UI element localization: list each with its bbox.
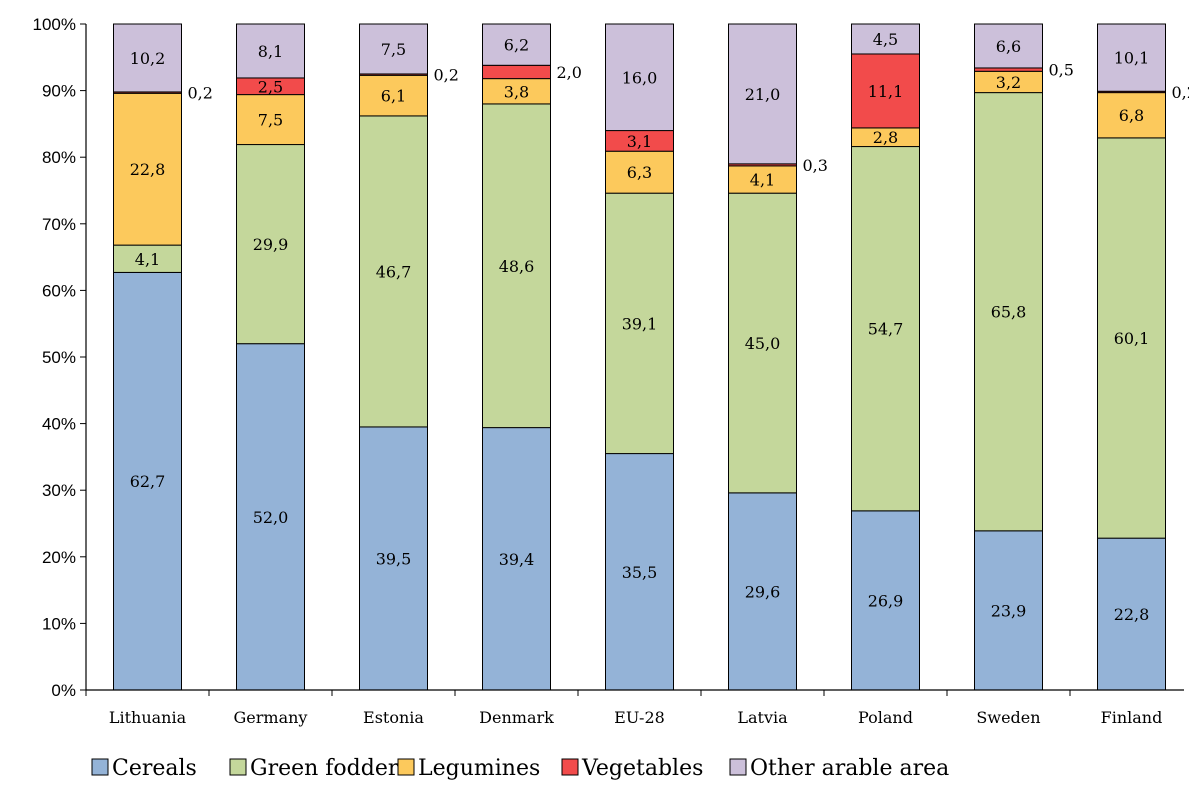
value-label-vegetables-poland: 11,1 (868, 82, 904, 101)
y-tick-label: 30% (42, 481, 76, 500)
value-label-vegetables-latvia: 0,3 (803, 156, 828, 175)
legend-swatch-vegetables (562, 759, 578, 775)
value-label-green-fodder-latvia: 45,0 (745, 334, 781, 353)
value-label-other-arable-area-poland: 4,5 (873, 30, 898, 49)
value-label-green-fodder-sweden: 65,8 (991, 303, 1027, 322)
value-label-green-fodder-estonia: 46,7 (376, 262, 412, 281)
x-tick-label-latvia: Latvia (737, 708, 788, 727)
value-label-cereals-germany: 52,0 (253, 508, 289, 527)
legend-item-green-fodder: Green fodder (230, 756, 399, 781)
legend-item-other-arable-area: Other arable area (730, 756, 949, 781)
value-label-vegetables-eu-28: 3,1 (627, 132, 652, 151)
value-label-legumines-finland: 6,8 (1119, 106, 1144, 125)
y-tick-label: 80% (42, 148, 76, 167)
value-label-legumines-denmark: 3,8 (504, 82, 529, 101)
x-tick-label-denmark: Denmark (479, 708, 554, 727)
value-label-vegetables-lithuania: 0,2 (188, 84, 213, 103)
value-label-vegetables-sweden: 0,5 (1049, 61, 1074, 80)
x-tick-label-eu-28: EU-28 (614, 708, 665, 727)
value-label-other-arable-area-estonia: 7,5 (381, 40, 406, 59)
value-label-other-arable-area-eu-28: 16,0 (622, 68, 658, 87)
y-tick-label: 50% (42, 348, 76, 367)
value-label-cereals-poland: 26,9 (868, 591, 904, 610)
legend-label-legumines: Legumines (418, 756, 540, 781)
value-label-cereals-finland: 22,8 (1114, 605, 1150, 624)
value-label-vegetables-germany: 2,5 (258, 77, 283, 96)
value-label-cereals-latvia: 29,6 (745, 582, 781, 601)
legend-label-other-arable-area: Other arable area (750, 756, 949, 781)
value-label-cereals-eu-28: 35,5 (622, 563, 658, 582)
legend-label-cereals: Cereals (112, 756, 197, 781)
value-label-vegetables-denmark: 2,0 (557, 63, 582, 82)
value-label-legumines-poland: 2,8 (873, 128, 898, 147)
value-label-vegetables-estonia: 0,2 (434, 66, 459, 85)
value-label-cereals-estonia: 39,5 (376, 549, 412, 568)
value-label-legumines-germany: 7,5 (258, 111, 283, 130)
value-label-other-arable-area-finland: 10,1 (1114, 49, 1150, 68)
y-tick-label: 90% (42, 82, 76, 101)
value-label-other-arable-area-denmark: 6,2 (504, 36, 529, 55)
value-label-legumines-estonia: 6,1 (381, 87, 406, 106)
y-tick-label: 10% (42, 614, 76, 633)
y-tick-label: 20% (42, 548, 76, 567)
y-tick-label: 40% (42, 415, 76, 434)
value-label-cereals-denmark: 39,4 (499, 550, 535, 569)
legend-item-legumines: Legumines (398, 756, 540, 781)
value-label-green-fodder-germany: 29,9 (253, 235, 289, 254)
legend-swatch-cereals (92, 759, 108, 775)
value-label-green-fodder-denmark: 48,6 (499, 257, 535, 276)
value-label-legumines-eu-28: 6,3 (627, 163, 652, 182)
value-label-green-fodder-lithuania: 4,1 (135, 250, 160, 269)
x-tick-label-lithuania: Lithuania (109, 708, 187, 727)
value-label-legumines-latvia: 4,1 (750, 171, 775, 190)
value-label-cereals-sweden: 23,9 (991, 601, 1027, 620)
value-label-legumines-lithuania: 22,8 (130, 160, 166, 179)
x-tick-label-finland: Finland (1101, 708, 1163, 727)
x-tick-label-sweden: Sweden (976, 708, 1040, 727)
legend-swatch-green-fodder (230, 759, 246, 775)
legend-item-vegetables: Vegetables (562, 756, 703, 781)
legend-swatch-other-arable-area (730, 759, 746, 775)
y-tick-label: 100% (33, 15, 76, 34)
bar-segment-vegetables-denmark (483, 65, 551, 78)
y-tick-label: 60% (42, 281, 76, 300)
y-tick-label: 70% (42, 215, 76, 234)
value-label-other-arable-area-latvia: 21,0 (745, 85, 781, 104)
value-label-legumines-sweden: 3,2 (996, 73, 1021, 92)
value-label-other-arable-area-lithuania: 10,2 (130, 49, 166, 68)
value-label-green-fodder-finland: 60,1 (1114, 329, 1150, 348)
legend-label-vegetables: Vegetables (581, 756, 703, 781)
legend-label-green-fodder: Green fodder (250, 756, 399, 781)
value-label-other-arable-area-germany: 8,1 (258, 42, 283, 61)
value-label-green-fodder-poland: 54,7 (868, 320, 904, 339)
legend-item-cereals: Cereals (92, 756, 197, 781)
value-label-cereals-lithuania: 62,7 (130, 472, 166, 491)
legend: Cereals Green fodder Legumines Vegetables Ot… (92, 756, 949, 781)
value-label-green-fodder-eu-28: 39,1 (622, 314, 658, 333)
value-label-other-arable-area-sweden: 6,6 (996, 37, 1021, 56)
x-tick-label-germany: Germany (234, 708, 308, 727)
value-label-vegetables-finland: 0,2 (1172, 83, 1189, 102)
x-tick-label-estonia: Estonia (363, 708, 424, 727)
y-tick-label: 0% (51, 681, 76, 700)
legend-swatch-legumines (398, 759, 414, 775)
x-tick-label-poland: Poland (858, 708, 913, 727)
